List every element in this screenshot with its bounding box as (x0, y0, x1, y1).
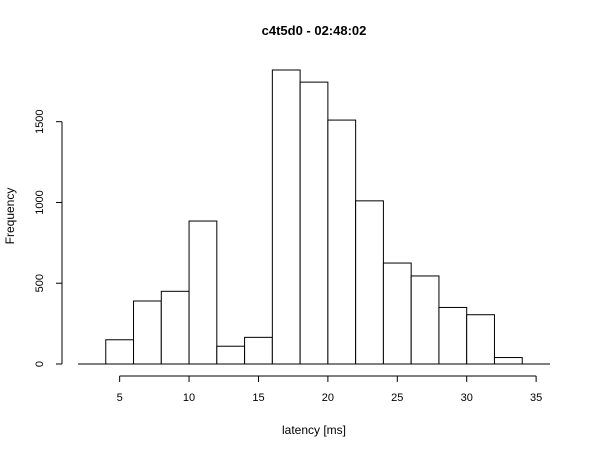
y-tick-label: 500 (34, 274, 46, 292)
histogram-bar (216, 345, 246, 365)
x-axis-label: latency [ms] (282, 423, 346, 437)
y-tick-label: 0 (34, 361, 46, 367)
y-axis-label: Frequency (3, 188, 17, 245)
bars-group (78, 69, 550, 365)
histogram-bar (244, 336, 273, 365)
histogram-bar (271, 69, 301, 365)
histogram-bar (160, 290, 190, 365)
y-axis: 0 500 1000 1500 (34, 109, 63, 367)
histogram-bar (355, 200, 384, 365)
histogram-bar (133, 300, 162, 365)
x-tick-label: 10 (183, 392, 195, 404)
x-axis: 5 10 15 20 25 30 35 (117, 375, 542, 404)
histogram-bar (438, 306, 468, 365)
histogram-bar (327, 119, 357, 365)
x-tick-label: 35 (530, 392, 542, 404)
y-tick-label: 1500 (34, 109, 46, 133)
histogram-bar (299, 81, 329, 365)
histogram-bar (188, 220, 218, 365)
histogram-bar (410, 275, 440, 365)
chart-title: c4t5d0 - 02:48:02 (262, 23, 367, 38)
histogram-bar (105, 339, 135, 365)
histogram-bar (466, 314, 495, 365)
histogram-bar (382, 262, 412, 365)
y-tick-label: 1000 (34, 190, 46, 214)
x-tick-label: 25 (391, 392, 403, 404)
x-tick-label: 30 (461, 392, 473, 404)
x-tick-label: 5 (117, 392, 123, 404)
histogram-bar (493, 357, 523, 365)
x-tick-label: 20 (322, 392, 334, 404)
x-tick-label: 15 (252, 392, 264, 404)
